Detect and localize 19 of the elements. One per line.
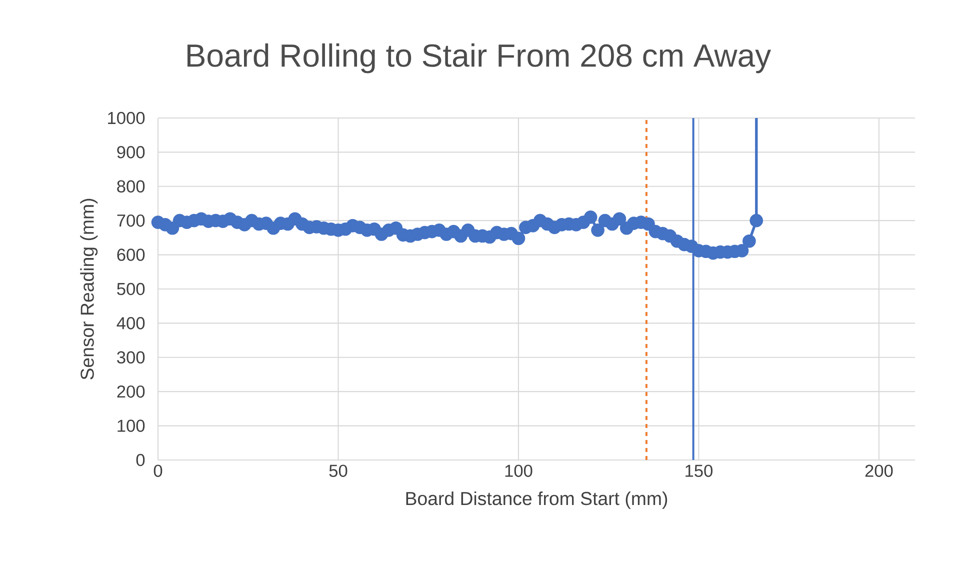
x-tick-label: 200 [865,464,893,477]
y-tick-label: 900 [117,146,145,158]
y-tick-label: 0 [136,454,145,466]
y-tick-label: 100 [118,420,145,432]
x-tick-label: 50 [329,464,348,477]
x-tick-label: 150 [686,464,713,477]
x-tick-label: 0 [154,464,162,477]
y-tick-label: 600 [117,248,145,261]
y-tick-label: 800 [117,180,145,193]
y-tick-label: 400 [116,317,145,330]
x-axis-title: Board Distance from Start (mm) [406,491,668,509]
y-tick-label: 300 [117,351,145,364]
x-tick-label: 100 [505,464,532,477]
y-tick-label: 1000 [108,112,145,124]
y-tick-label: 200 [117,385,145,398]
y-axis-title: Sensor Reading (mm) [80,198,98,380]
y-tick-label: 500 [117,282,145,296]
y-tick-label: 700 [117,214,145,227]
chart-title: Board Rolling to Stair From 208 cm Away [187,43,772,74]
